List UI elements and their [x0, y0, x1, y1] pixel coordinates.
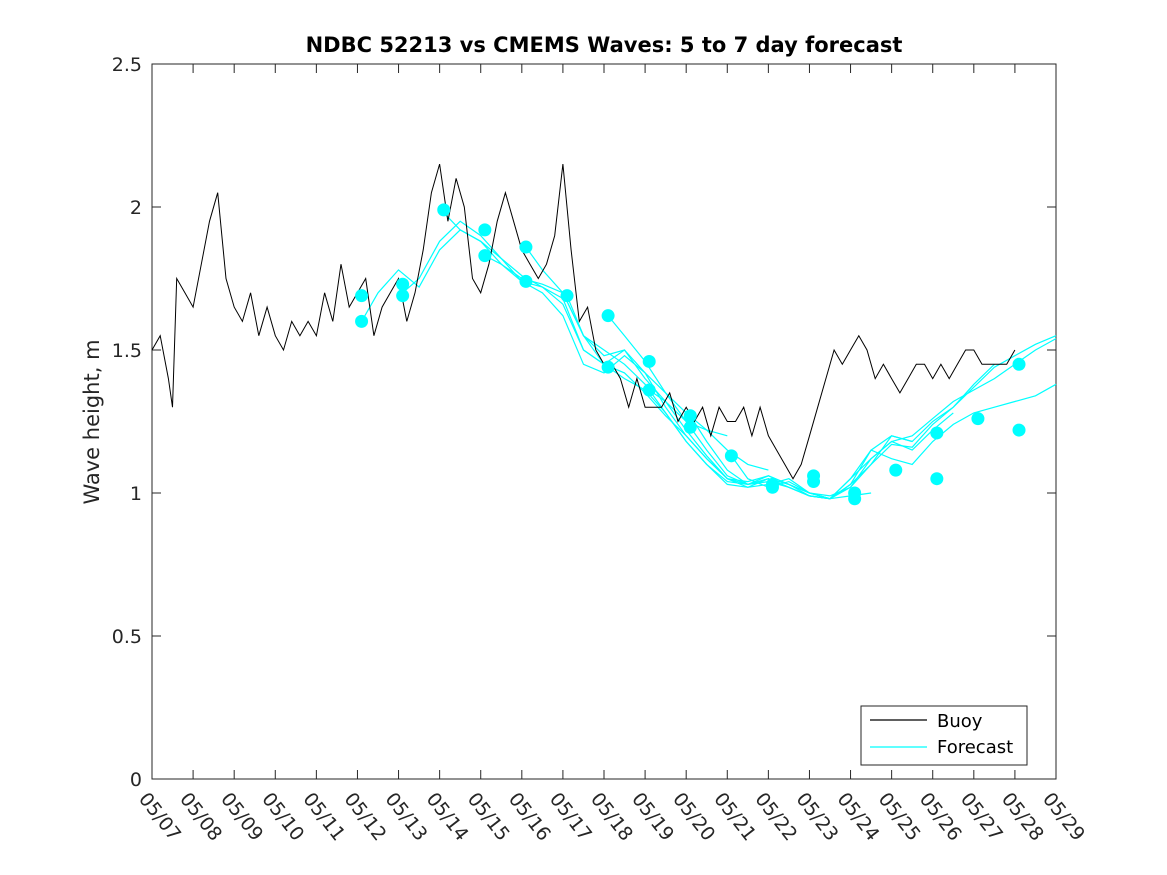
- y-tick-label: 1: [130, 483, 142, 505]
- forecast-marker: [683, 409, 697, 423]
- forecast-run-line: [689, 338, 1057, 500]
- forecast-marker: [437, 203, 451, 217]
- forecast-marker: [560, 289, 574, 303]
- forecast-marker: [519, 274, 533, 288]
- forecast-marker: [1012, 357, 1026, 371]
- forecast-marker: [889, 463, 903, 477]
- forecast-marker: [601, 309, 615, 323]
- y-axis-label: Wave height, m: [80, 339, 104, 504]
- forecast-run-line: [443, 212, 831, 500]
- y-tick-label: 2.5: [112, 54, 142, 76]
- forecast-run-line: [607, 315, 995, 500]
- forecast-marker: [930, 472, 944, 486]
- forecast-marker: [642, 383, 656, 397]
- forecast-marker: [642, 354, 656, 368]
- y-tick-label: 1.5: [112, 340, 142, 362]
- legend-forecast-label: Forecast: [937, 737, 1013, 758]
- buoy-line: [151, 163, 1016, 480]
- forecast-marker: [971, 412, 985, 426]
- forecast-run-line: [730, 383, 1057, 500]
- forecast-marker: [355, 314, 369, 328]
- chart-title: NDBC 52213 vs CMEMS Waves: 5 to 7 day fo…: [306, 33, 903, 57]
- legend: Buoy Forecast: [860, 705, 1028, 766]
- y-tick-label: 0: [130, 769, 142, 791]
- forecast-marker: [807, 475, 821, 489]
- forecast-marker: [478, 249, 492, 263]
- forecast-marker: [724, 449, 738, 463]
- forecast-marker: [601, 360, 615, 374]
- forecast-marker: [765, 480, 779, 494]
- forecast-marker: [355, 289, 369, 303]
- y-tick-label: 2: [130, 197, 142, 219]
- legend-box: [860, 705, 1028, 766]
- y-tick-label: 0.5: [112, 626, 142, 648]
- forecast-marker: [683, 420, 697, 434]
- forecast-marker: [848, 492, 862, 506]
- forecast-marker: [478, 223, 492, 237]
- forecast-marker: [1012, 423, 1026, 437]
- forecast-marker: [930, 426, 944, 440]
- forecast-marker: [396, 289, 410, 303]
- forecast-marker: [396, 277, 410, 291]
- legend-buoy-label: Buoy: [937, 711, 983, 732]
- forecast-marker: [519, 240, 533, 254]
